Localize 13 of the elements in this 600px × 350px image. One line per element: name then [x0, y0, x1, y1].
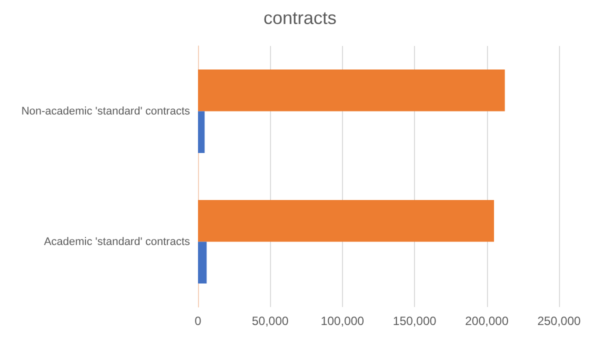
- x-tick-label: 0: [194, 314, 202, 328]
- bar: [198, 200, 494, 242]
- y-tick-label: Non-academic 'standard' contracts: [21, 105, 190, 118]
- bar: [198, 242, 207, 284]
- x-tick-label: 200,000: [465, 314, 509, 328]
- x-tick-label: 100,000: [320, 314, 364, 328]
- bar: [198, 69, 505, 112]
- bar: [198, 111, 205, 154]
- chart-title: contracts: [263, 8, 337, 28]
- x-tick-label: 150,000: [392, 314, 437, 328]
- x-tick-label: 50,000: [252, 314, 289, 328]
- x-tick-label: 250,000: [537, 314, 582, 328]
- y-tick-label: Academic 'standard' contracts: [44, 236, 190, 248]
